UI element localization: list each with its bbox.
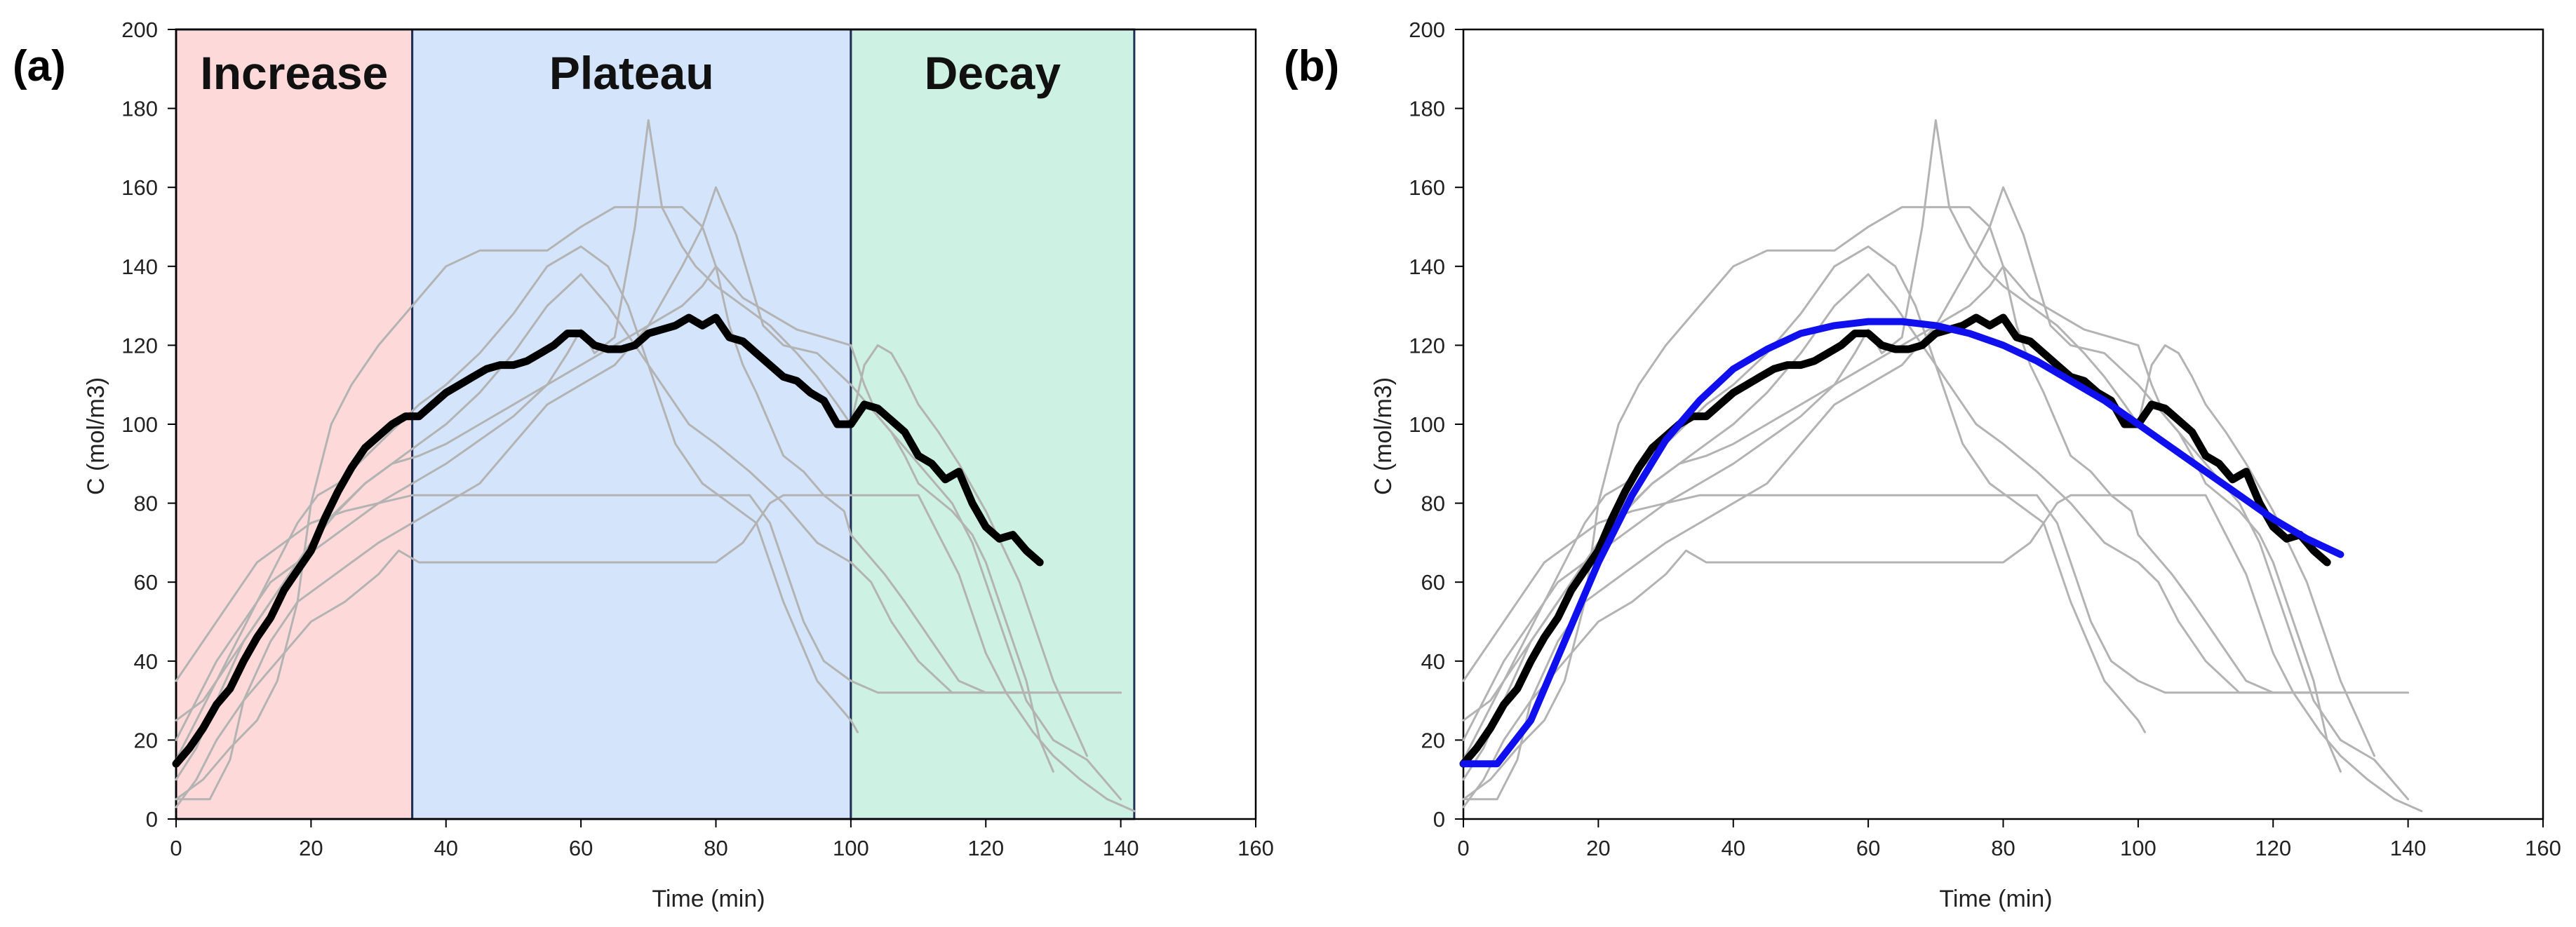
panel-b: 0 20 40 60 80 100 120 140 160 0 20 40 60 80 100 120 140 1…	[1284, 18, 2561, 912]
y-tick-label: 100	[1409, 412, 1445, 437]
x-tick-label: 60	[1856, 836, 1880, 860]
y-tick-label: 80	[1421, 492, 1445, 516]
y-tick-label: 180	[1409, 97, 1445, 121]
y-tick-label: 200	[121, 18, 158, 42]
y-axis-title: C (mol/m3)	[1370, 377, 1397, 495]
y-tick-label: 180	[121, 97, 158, 121]
y-tick-label: 60	[134, 570, 158, 595]
mean-series-mean	[172, 313, 1044, 768]
x-tick-label: 160	[1237, 836, 1274, 860]
individual-series-run-5	[1462, 494, 2423, 813]
x-tick-label: 140	[2390, 836, 2427, 860]
x-tick-label: 100	[2120, 836, 2156, 860]
individual-series-run-8	[175, 205, 1054, 801]
y-axis-title: C (mol/m3)	[83, 377, 109, 495]
y-tick-label: 140	[121, 255, 158, 279]
x-tick-label: 20	[299, 836, 323, 860]
region-plateau	[411, 28, 852, 820]
y-tick-label: 160	[121, 175, 158, 200]
x-axis-title: Time (min)	[1939, 886, 2052, 912]
x-tick-label: 20	[1586, 836, 1610, 860]
y-tick-label: 120	[121, 333, 158, 358]
x-tick-label: 140	[1103, 836, 1139, 860]
individual-series-run-4	[1462, 273, 2410, 741]
y-tick-label: 40	[134, 649, 158, 674]
y-tick-label: 20	[1421, 728, 1445, 752]
individual-series-run-3	[175, 186, 1122, 801]
individual-series-run-6	[175, 265, 1054, 773]
panel-a: Increase Plateau Decay 0 20 40 60 80 100 120 140 1…	[13, 18, 1274, 912]
y-tick-label: 80	[134, 492, 158, 516]
y-tick-label: 0	[1433, 807, 1445, 832]
x-tick-label: 100	[833, 836, 869, 860]
mean-series-mean	[1459, 313, 2331, 768]
individual-series-run-3	[1462, 186, 2410, 801]
y-tick-label: 60	[1421, 570, 1445, 595]
region-increase	[175, 28, 414, 820]
individual-series-run-6	[1462, 265, 2342, 773]
y-tick-label: 200	[1409, 18, 1445, 42]
x-axis-title: Time (min)	[652, 886, 765, 912]
y-tick-label: 100	[121, 412, 158, 437]
phase-label-increase: Increase	[200, 47, 388, 99]
individual-series-run-5	[175, 494, 1136, 813]
fit-series-fit	[1460, 318, 2344, 768]
panel-label-b: (b)	[1284, 42, 1339, 90]
individual-series-run-8	[1462, 205, 2342, 801]
x-tick-label: 80	[704, 836, 727, 860]
y-tick-label: 120	[1409, 333, 1445, 358]
individual-series-run-2	[175, 494, 1021, 694]
y-tick-label: 0	[146, 807, 158, 832]
x-tick-label: 160	[2525, 836, 2561, 860]
x-tick-label: 0	[170, 836, 182, 860]
x-tick-label: 0	[1457, 836, 1469, 860]
y-tick-label: 40	[1421, 649, 1445, 674]
phase-label-decay: Decay	[925, 47, 1061, 99]
x-tick-label: 80	[1991, 836, 2015, 860]
x-tick-label: 60	[569, 836, 593, 860]
individual-series-run-1	[175, 245, 859, 761]
y-tick-label: 140	[1409, 255, 1445, 279]
y-tick-label: 160	[1409, 175, 1445, 200]
x-tick-label: 40	[1722, 836, 1745, 860]
y-tick-label: 20	[134, 728, 158, 752]
x-tick-label: 40	[434, 836, 458, 860]
plot-frame	[1462, 28, 2544, 820]
individual-series-run-2	[1462, 494, 2308, 694]
individual-series-run-7	[1462, 119, 2375, 781]
phase-label-plateau: Plateau	[549, 47, 714, 99]
x-tick-label: 120	[967, 836, 1004, 860]
x-tick-label: 120	[2255, 836, 2291, 860]
panel-label-a: (a)	[13, 42, 66, 90]
